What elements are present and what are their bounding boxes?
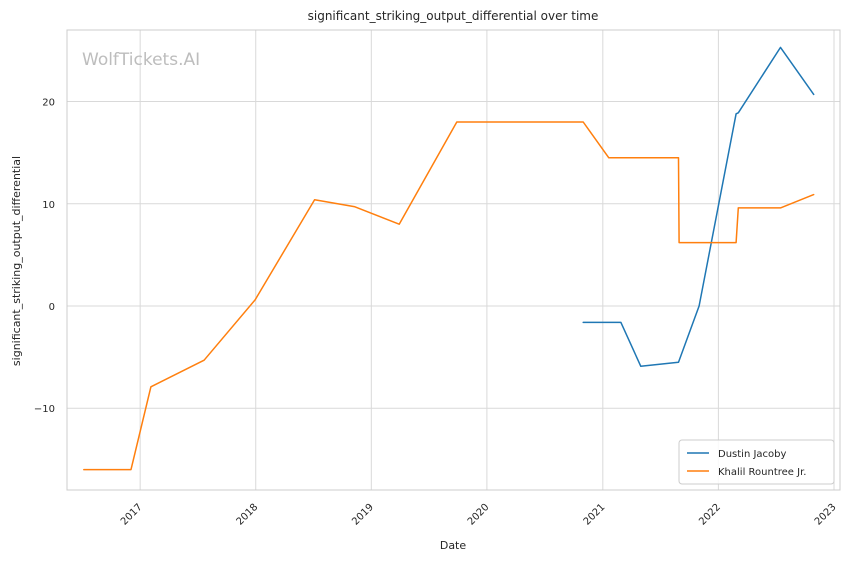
series-line-dustin-jacoby — [582, 46, 815, 368]
watermark: WolfTickets.AI — [82, 50, 200, 70]
legend-box — [678, 439, 835, 485]
y-tick-label: 0 — [49, 302, 55, 313]
y-tick-label: −10 — [34, 404, 55, 415]
x-axis-label: Date — [440, 539, 467, 552]
y-tick-label: 10 — [42, 200, 55, 211]
legend-label: Khalil Rountree Jr. — [718, 467, 806, 478]
y-axis-label: significant_striking_output_differential — [10, 156, 23, 366]
series-layer — [83, 46, 815, 471]
plot-frame — [66, 29, 841, 491]
series-line-khalil-rountree-jr — [83, 121, 815, 471]
grid — [67, 30, 840, 490]
chart-title: significant_striking_output_differential… — [308, 9, 599, 23]
legend-label: Dustin Jacoby — [718, 449, 787, 460]
y-tick-label: 20 — [42, 98, 55, 109]
legend: Dustin Jacoby Khalil Rountree Jr. — [678, 439, 835, 485]
